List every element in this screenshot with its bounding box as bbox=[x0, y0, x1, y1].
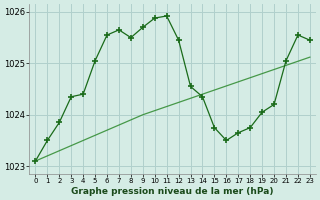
X-axis label: Graphe pression niveau de la mer (hPa): Graphe pression niveau de la mer (hPa) bbox=[71, 187, 274, 196]
